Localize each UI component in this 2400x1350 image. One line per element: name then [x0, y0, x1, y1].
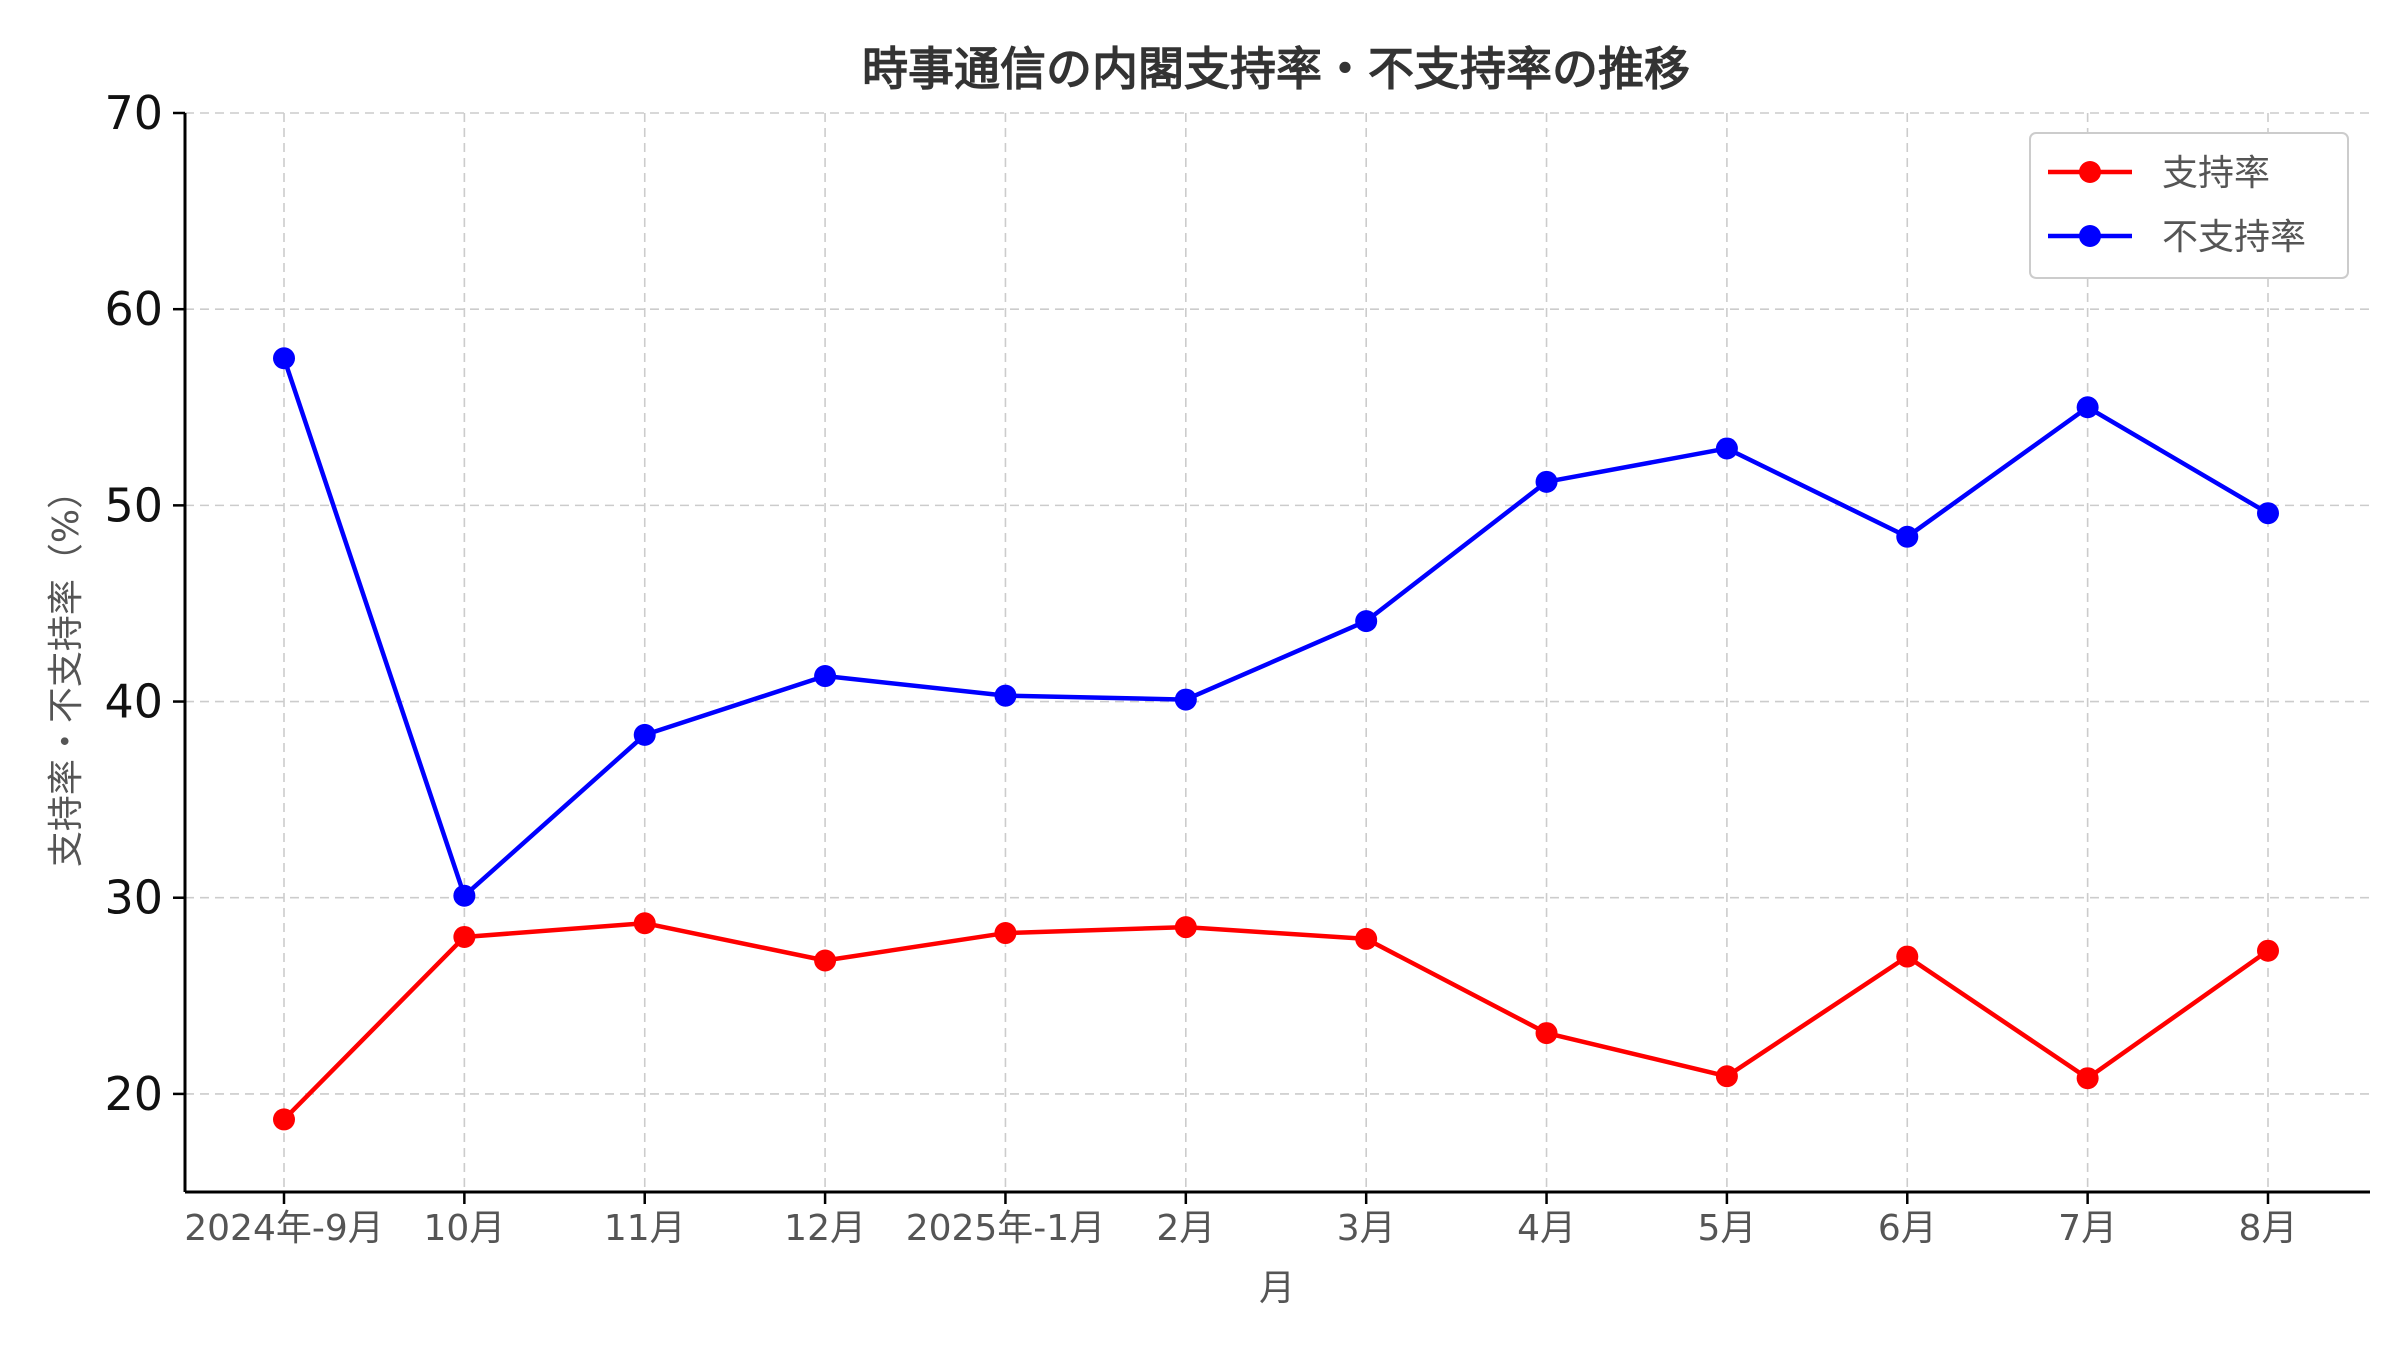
series-line	[281, 357, 2270, 899]
y-axis-label: 支持率・不支持率（%）	[46, 473, 87, 867]
data-point	[2257, 939, 2279, 962]
series-1	[273, 912, 2279, 1131]
axes	[183, 113, 2370, 1194]
x-tick-label: 7月	[2058, 1208, 2117, 1249]
data-point	[453, 925, 476, 948]
legend-box	[2029, 132, 2349, 279]
data-point	[1896, 945, 1919, 968]
grid	[185, 112, 2370, 1192]
data-point	[273, 1108, 295, 1131]
x-tick-label: 12月	[784, 1208, 866, 1249]
x-tick-label: 2025年-1月	[906, 1208, 1106, 1249]
x-tick-label: 10月	[423, 1208, 505, 1249]
data-point	[814, 949, 837, 972]
data-point	[453, 884, 476, 907]
y-tick-label: 50	[104, 478, 163, 532]
y-ticks: 20 30 40 50 60 70	[104, 86, 185, 1121]
data-point	[1174, 688, 1197, 711]
y-tick-label: 40	[104, 675, 163, 729]
data-point	[1174, 916, 1197, 939]
series	[273, 347, 2279, 1131]
data-point	[1715, 1065, 1738, 1088]
data-point	[1535, 1022, 1558, 1045]
x-tick-label: 8月	[2239, 1208, 2298, 1249]
x-axis-label: 月	[1259, 1268, 1295, 1309]
data-point	[994, 922, 1017, 945]
data-point	[1896, 525, 1919, 548]
data-point	[2076, 1067, 2099, 1090]
data-point	[1355, 610, 1378, 633]
y-tick-label: 70	[104, 86, 163, 140]
series-line	[282, 920, 2270, 1121]
y-tick-label: 60	[104, 282, 163, 336]
x-tick-label: 2024年-9月	[184, 1208, 384, 1249]
chart-title: 時事通信の内閣支持率・不支持率の推移	[862, 42, 1690, 96]
x-tick-label: 5月	[1697, 1208, 1756, 1249]
y-tick-label: 30	[104, 871, 163, 925]
data-point	[1355, 927, 1378, 950]
x-tick-label: 3月	[1337, 1208, 1396, 1249]
data-point	[814, 665, 837, 688]
x-tick-label: 2月	[1156, 1208, 1215, 1249]
data-point	[633, 912, 656, 935]
series-2	[273, 347, 2279, 907]
data-point	[1715, 437, 1738, 460]
x-tick-label: 4月	[1517, 1208, 1576, 1249]
legend-label: 不支持率	[2162, 217, 2306, 258]
y-tick-label: 20	[104, 1067, 163, 1121]
data-point	[994, 684, 1017, 707]
data-point	[2257, 502, 2279, 525]
data-point	[273, 347, 295, 370]
x-ticks: 2024年-9月 10月 11月 12月 2025年-1月 2月 3月 4月 5月 6月 7月 8月	[184, 1192, 2297, 1249]
data-point	[633, 723, 656, 746]
legend-marker	[2079, 225, 2101, 247]
x-tick-label: 6月	[1878, 1208, 1937, 1249]
legend-label: 支持率	[2162, 153, 2270, 194]
data-point	[2076, 396, 2099, 419]
data-point	[1535, 470, 1558, 493]
x-tick-label: 11月	[604, 1208, 686, 1249]
legend-marker	[2079, 161, 2101, 183]
